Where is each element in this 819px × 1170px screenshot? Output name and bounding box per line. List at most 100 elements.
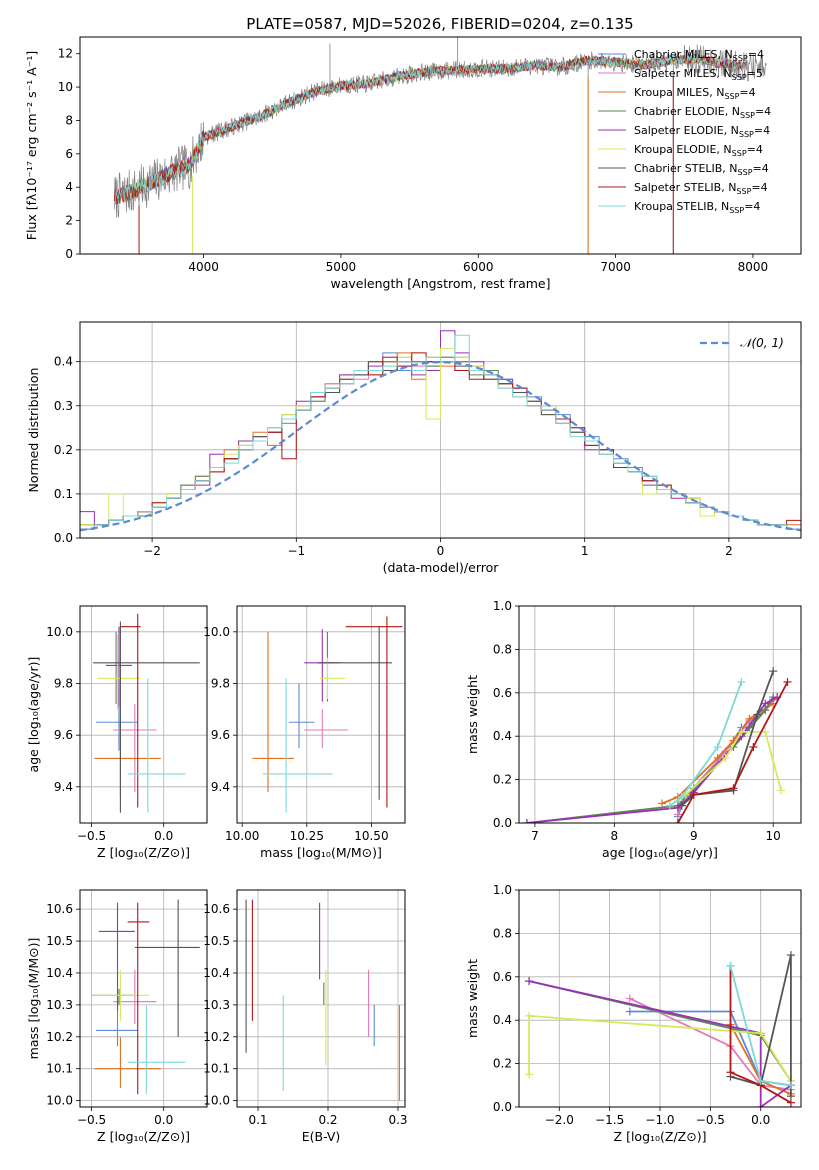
legend-label: Salpeter ELODIE, N: [634, 124, 739, 137]
legend-label: Kroupa ELODIE, N: [634, 143, 732, 156]
tick-label-y: 10.5: [203, 934, 230, 948]
tick-label-y: 10.0: [203, 1094, 230, 1108]
plus-marker: [522, 819, 531, 823]
plus-marker: [525, 1070, 534, 1079]
tick-label-y: 10.2: [46, 1030, 73, 1044]
plot-area: [113, 37, 767, 254]
tick-label-y: 0.6: [493, 970, 512, 984]
tick-label-x: 7000: [600, 260, 631, 274]
tick-label-y: 10.1: [203, 1062, 230, 1076]
x-axis-label: (data-model)/error: [383, 560, 500, 575]
plus-marker: [756, 1076, 765, 1085]
tick-label-y: 12: [58, 47, 73, 61]
tick-label-y: 1.0: [493, 599, 512, 613]
legend-subscript: SSP: [724, 92, 739, 101]
tick-label-x: −2: [143, 544, 161, 558]
plus-marker: [737, 677, 746, 686]
legend-suffix: =4: [739, 86, 755, 99]
plot-area: [237, 890, 405, 1107]
plus-marker: [777, 786, 786, 795]
tick-label-x: 0.0: [154, 829, 173, 843]
tick-label-x: 8: [611, 829, 619, 843]
plus-marker: [525, 1011, 534, 1020]
legend-label: Chabrier MILES, N: [634, 48, 733, 61]
tick-label-x: 0.0: [751, 1113, 770, 1127]
tick-label-x: 5000: [326, 260, 357, 274]
tick-label-x: 0.3: [388, 1113, 407, 1127]
tick-label-y: 0.0: [493, 1100, 512, 1114]
plus-marker: [677, 792, 686, 801]
tick-label-y: 2: [65, 214, 73, 228]
errorbar-marker: [113, 704, 157, 792]
x-axis-label: mass [log₁₀(M/M⊙)]: [260, 845, 382, 860]
tick-label-y: 0.2: [493, 773, 512, 787]
plus-marker: [737, 727, 746, 736]
x-axis-label: age [log₁₀(age/yr)]: [602, 845, 718, 860]
plus-marker: [786, 1081, 795, 1090]
weight-line: [528, 980, 792, 1107]
errorbar-marker: [98, 902, 135, 1012]
tick-label-x: 0.1: [248, 1113, 267, 1127]
histogram-step: [80, 334, 801, 538]
panels: 4000 5000 6000 7000 8000024681012wavelength …: [24, 36, 802, 1144]
plot-area: [237, 606, 405, 823]
tick-label-y: 10.0: [46, 1094, 73, 1108]
tick-label-y: 0.8: [493, 926, 512, 940]
tick-label-y: 10: [58, 80, 73, 94]
legend-subscript: SSP: [732, 149, 747, 158]
tick-label-x: 4000: [188, 260, 219, 274]
panel-weight-vs-Z: −2.0 −1.5 −1.0 −0.5 0.0 0.0 0.2 0.4 0.6 0.8 1.0 Z […: [465, 883, 802, 1144]
legend-entry: Kroupa MILES, NSSP=4: [634, 86, 756, 101]
y-axis-label: Normed distribution: [26, 368, 41, 493]
weight-line: [526, 696, 774, 823]
legend-label: Kroupa STELIB, N: [634, 200, 729, 213]
tick-label-y: 0.1: [54, 487, 73, 501]
legend-suffix: =4: [753, 162, 769, 175]
tick-label-y: 10.0: [203, 625, 230, 639]
errorbar-marker: [113, 969, 157, 1025]
plus-marker: [625, 994, 634, 1003]
tick-label-y: 0.0: [493, 816, 512, 830]
errorbar-marker: [94, 719, 161, 798]
tick-label-y: 10.4: [46, 966, 73, 980]
tick-label-y: 0.0: [54, 531, 73, 545]
plus-marker: [749, 743, 758, 752]
errorbar-marker: [252, 631, 294, 792]
tick-label-x: 9: [690, 829, 698, 843]
x-axis-label: Z [log₁₀(Z/Z⊙)]: [97, 845, 190, 860]
tick-label-y: 1.0: [493, 883, 512, 897]
tick-label-y: 0.2: [493, 1057, 512, 1071]
panel-spectrum: 4000 5000 6000 7000 8000 0 2 4 6 8 10 12 wavelength …: [24, 36, 802, 291]
tick-label-y: 10.2: [203, 1030, 230, 1044]
tick-label-y: 6: [65, 147, 73, 161]
legend-label: Salpeter MILES, N: [634, 67, 732, 80]
legend-suffix: =4: [744, 200, 760, 213]
tick-label-y: 9.8: [54, 677, 73, 691]
plus-marker: [756, 1103, 765, 1107]
plot-area: [519, 606, 801, 823]
tick-label-x: 2: [725, 544, 733, 558]
plus-marker: [756, 1029, 765, 1038]
tick-label-x: 0: [437, 544, 445, 558]
axes-frame: [79, 321, 802, 539]
weight-line: [730, 954, 792, 1097]
tick-label-x: −0.5: [77, 1113, 106, 1127]
legend-suffix: =5: [747, 67, 763, 80]
panel-age-vs-mass: 10.00 10.25 10.50 9.4 9.6 9.8 10.0 mass [log₁₀(…: [203, 605, 406, 860]
axes-frame: [79, 605, 208, 824]
tick-label-y: 9.6: [211, 728, 230, 742]
y-axis-label: Flux [fλ10⁻¹⁷ erg cm⁻² s⁻¹ A⁻¹]: [24, 51, 39, 240]
legend-entry: Chabrier ELODIE, NSSP=4: [634, 105, 771, 120]
tick-label-y: 10.6: [46, 902, 73, 916]
errorbar-marker: [134, 899, 200, 1037]
errorbar-marker: [127, 678, 186, 813]
y-axis-label: mass weight: [465, 959, 480, 1038]
legend-subscript: SSP: [729, 206, 744, 215]
errorbar-marker: [95, 683, 138, 751]
y-axis-label: mass weight: [465, 675, 480, 754]
tick-label-x: 7: [531, 829, 539, 843]
tick-label-y: 9.4: [211, 780, 230, 794]
legend-entry: Kroupa STELIB, NSSP=4: [634, 200, 760, 215]
plot-area: [80, 606, 207, 823]
